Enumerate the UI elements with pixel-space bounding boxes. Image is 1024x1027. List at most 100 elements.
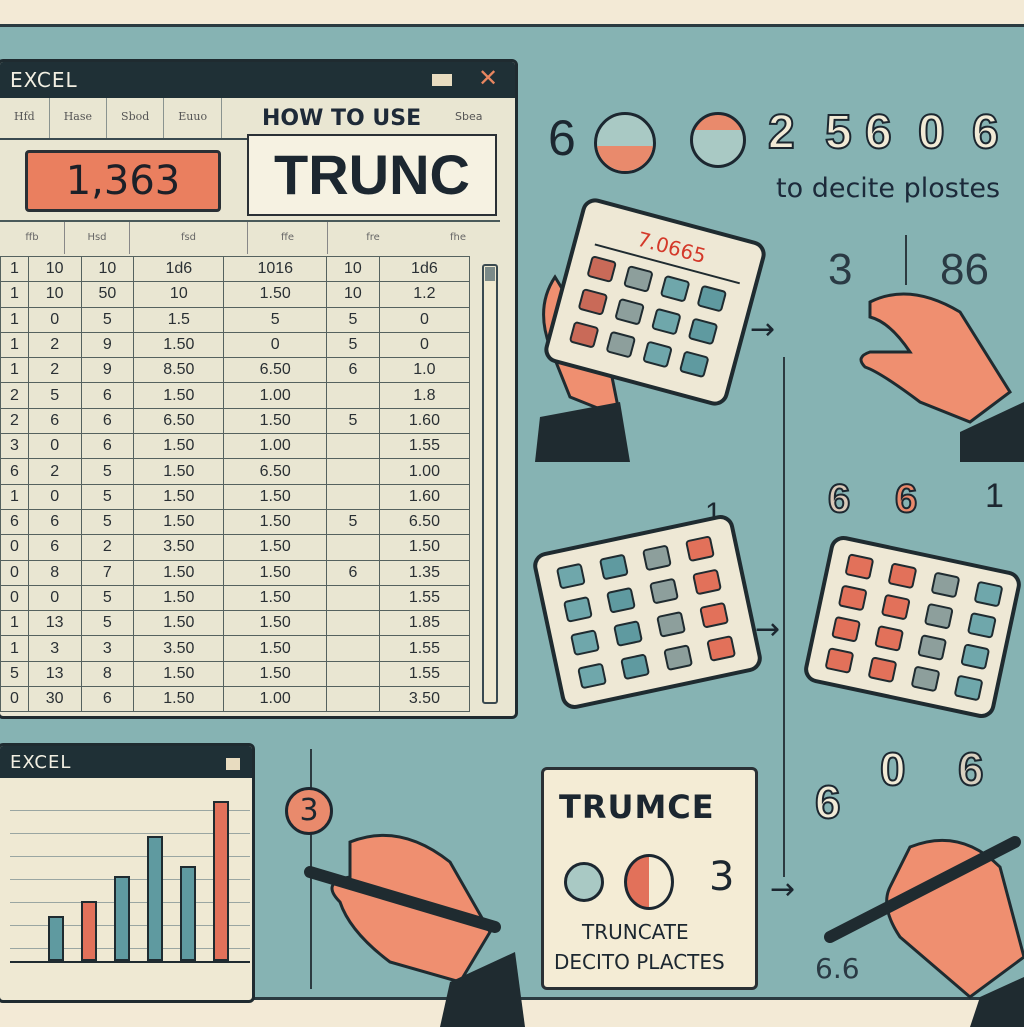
calculator-key[interactable]: [910, 665, 941, 693]
table-cell[interactable]: 6: [80, 382, 135, 409]
table-cell[interactable]: 5: [326, 306, 380, 333]
table-cell[interactable]: 5: [223, 306, 328, 333]
table-cell[interactable]: 1.50: [223, 534, 328, 561]
calculator-key[interactable]: [614, 297, 646, 326]
calculator-key[interactable]: [568, 320, 600, 349]
table-cell[interactable]: 1: [0, 357, 29, 384]
table-cell[interactable]: 1.50: [133, 382, 225, 409]
table-cell[interactable]: 10: [27, 281, 82, 308]
table-cell[interactable]: 1.50: [133, 686, 225, 713]
table-cell[interactable]: 30: [27, 686, 82, 713]
table-cell[interactable]: 1.50: [223, 281, 328, 308]
table-cell[interactable]: 1.5: [133, 306, 225, 333]
table-cell[interactable]: 1d6: [378, 255, 471, 283]
table-cell[interactable]: 1.50: [223, 559, 328, 586]
table-cell[interactable]: 6: [80, 433, 135, 460]
table-cell[interactable]: 3: [80, 635, 135, 662]
table-cell[interactable]: 1.50: [133, 508, 225, 536]
table-cell[interactable]: 1.2: [378, 281, 471, 308]
calculator-key[interactable]: [696, 284, 728, 313]
calculator-key[interactable]: [684, 535, 715, 563]
calculator-key[interactable]: [699, 601, 730, 629]
calculator-key[interactable]: [687, 317, 719, 346]
table-cell[interactable]: 1.60: [378, 407, 471, 435]
calculator-key[interactable]: [642, 340, 673, 369]
table-cell[interactable]: 6: [326, 357, 380, 384]
table-cell[interactable]: 7: [80, 559, 135, 586]
table-cell[interactable]: 1.50: [133, 610, 225, 637]
calculator-key[interactable]: [824, 647, 855, 675]
table-cell[interactable]: [326, 433, 380, 460]
table-cell[interactable]: 10: [133, 281, 225, 308]
calculator-key[interactable]: [706, 635, 737, 662]
table-cell[interactable]: 6.50: [133, 407, 225, 435]
calculator-key[interactable]: [880, 593, 911, 621]
table-cell[interactable]: 0: [223, 331, 328, 359]
calculator-key[interactable]: [605, 330, 637, 359]
table-cell[interactable]: 3.50: [378, 686, 471, 713]
calculator-key[interactable]: [678, 350, 710, 379]
table-cell[interactable]: 0: [27, 584, 82, 612]
calculator-key[interactable]: [831, 615, 862, 643]
calculator-key[interactable]: [623, 264, 654, 293]
table-cell[interactable]: 3: [0, 433, 29, 460]
calculator-key[interactable]: [973, 580, 1004, 608]
table-cell[interactable]: 0: [27, 306, 82, 333]
table-cell[interactable]: [326, 610, 380, 637]
table-cell[interactable]: 1.35: [378, 559, 471, 586]
calculator-key[interactable]: [620, 653, 651, 681]
table-cell[interactable]: 1.55: [378, 433, 471, 460]
calculator-key[interactable]: [923, 602, 954, 630]
table-cell[interactable]: 1.8: [378, 382, 471, 409]
table-cell[interactable]: 5: [80, 610, 135, 637]
table-cell[interactable]: 6: [27, 534, 82, 561]
table-cell[interactable]: 1.00: [378, 458, 471, 485]
table-cell[interactable]: 1: [0, 331, 29, 359]
table-cell[interactable]: 1: [0, 610, 29, 637]
table-cell[interactable]: 1.50: [133, 433, 225, 460]
calculator-key[interactable]: [649, 577, 680, 605]
calculator-key[interactable]: [953, 674, 984, 702]
maximize-icon[interactable]: [432, 74, 452, 86]
table-cell[interactable]: 3.50: [133, 635, 225, 662]
table-cell[interactable]: 50: [80, 281, 135, 308]
table-cell[interactable]: 2: [27, 458, 82, 485]
table-cell[interactable]: 1.50: [133, 660, 225, 688]
table-cell[interactable]: 1.0: [378, 357, 471, 384]
table-cell[interactable]: 1: [0, 255, 29, 283]
table-cell[interactable]: 1.50: [378, 534, 471, 561]
table-cell[interactable]: 1.50: [133, 483, 225, 510]
calculator-key[interactable]: [605, 586, 636, 614]
calculator-key[interactable]: [930, 571, 961, 599]
table-cell[interactable]: 5: [27, 382, 82, 409]
table-cell[interactable]: 5: [0, 660, 29, 688]
calculator-key[interactable]: [577, 662, 608, 690]
table-cell[interactable]: 10: [80, 255, 135, 283]
table-cell[interactable]: 1.85: [378, 610, 471, 637]
table-cell[interactable]: 8.50: [133, 357, 225, 384]
calculator-key[interactable]: [613, 620, 644, 647]
table-cell[interactable]: 1.55: [378, 660, 471, 688]
table-cell[interactable]: 6: [326, 559, 380, 586]
table-cell[interactable]: 10: [326, 281, 380, 308]
table-cell[interactable]: 9: [80, 331, 135, 359]
table-cell[interactable]: [326, 660, 380, 688]
calculator-key[interactable]: [598, 553, 629, 581]
table-cell[interactable]: 13: [27, 610, 82, 637]
table-cell[interactable]: 1.00: [223, 686, 328, 713]
table-cell[interactable]: 6: [27, 407, 82, 435]
table-cell[interactable]: 10: [27, 255, 82, 283]
calculator-key[interactable]: [650, 307, 682, 336]
calculator-key[interactable]: [837, 584, 868, 612]
table-cell[interactable]: 2: [27, 357, 82, 384]
table-cell[interactable]: 0: [0, 584, 29, 612]
table-cell[interactable]: 0: [27, 483, 82, 510]
table-cell[interactable]: 5: [326, 407, 380, 435]
table-cell[interactable]: 6: [0, 458, 29, 485]
table-cell[interactable]: 6: [27, 508, 82, 536]
table-cell[interactable]: 2: [0, 407, 29, 435]
table-cell[interactable]: 1.00: [223, 382, 328, 409]
table-cell[interactable]: 1.50: [223, 635, 328, 662]
menu-item[interactable]: Sbea: [455, 110, 483, 123]
maximize-icon[interactable]: [226, 758, 240, 770]
